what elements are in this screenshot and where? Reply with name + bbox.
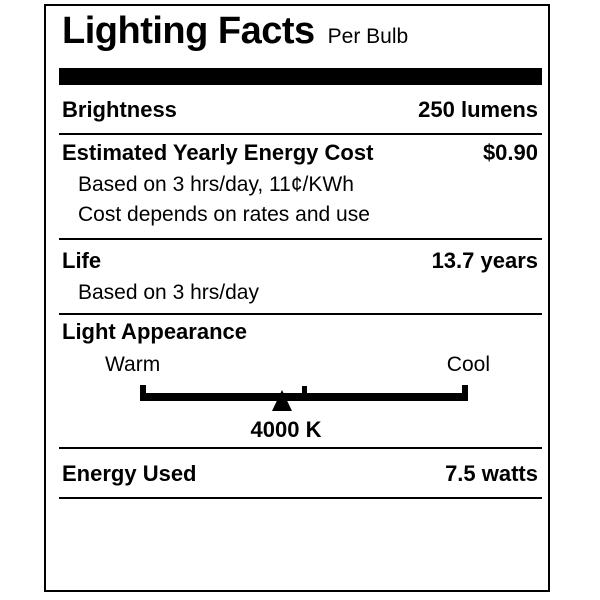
scale-center-tick [302, 386, 307, 393]
lighting-facts-label: Lighting Facts Per Bulb Brightness 250 l… [44, 4, 550, 592]
energy-cost-note-disclaimer: Cost depends on rates and use [78, 203, 370, 226]
light-appearance-heading-row: Light Appearance [59, 315, 542, 345]
divider [59, 133, 542, 135]
divider [59, 497, 542, 499]
warm-label: Warm [105, 353, 161, 376]
energy-used-label: Energy Used [62, 461, 197, 486]
energy-cost-section: Estimated Yearly Energy Cost $0.90 Based… [59, 135, 542, 238]
color-temp-marker [272, 390, 293, 411]
energy-used-row: Energy Used 7.5 watts [59, 449, 542, 497]
energy-cost-value: $0.90 [482, 140, 538, 165]
header-thick-rule [59, 68, 542, 85]
life-label: Life [62, 248, 102, 273]
brightness-row: Brightness 250 lumens [59, 85, 542, 133]
color-temperature-scale: Warm Cool 4000 K [59, 345, 542, 443]
label-title: Lighting Facts [62, 10, 315, 52]
kelvin-value: 4000 K [250, 417, 322, 442]
scale-endpoint-labels: Warm Cool [105, 352, 490, 378]
energy-cost-label: Estimated Yearly Energy Cost [62, 140, 374, 165]
energy-cost-row: Estimated Yearly Energy Cost $0.90 [59, 135, 542, 166]
scale-bar [140, 393, 468, 401]
per-bulb-subtitle: Per Bulb [327, 25, 409, 48]
brightness-value: 250 lumens [418, 97, 538, 122]
light-appearance-label: Light Appearance [62, 319, 247, 344]
life-note-basis: Based on 3 hrs/day [78, 281, 259, 304]
life-section: Life 13.7 years Based on 3 hrs/day [59, 240, 542, 313]
divider [59, 447, 542, 449]
life-row: Life 13.7 years [59, 240, 542, 274]
divider [59, 238, 542, 240]
cool-label: Cool [446, 353, 490, 376]
life-value: 13.7 years [431, 248, 538, 273]
divider [59, 313, 542, 315]
energy-used-value: 7.5 watts [445, 461, 538, 486]
energy-cost-note-basis: Based on 3 hrs/day, 11¢/KWh [78, 173, 354, 196]
light-appearance-section: Light Appearance Warm Cool 4000 K [59, 315, 542, 447]
brightness-label: Brightness [62, 97, 177, 122]
label-header: Lighting Facts Per Bulb [62, 9, 542, 53]
